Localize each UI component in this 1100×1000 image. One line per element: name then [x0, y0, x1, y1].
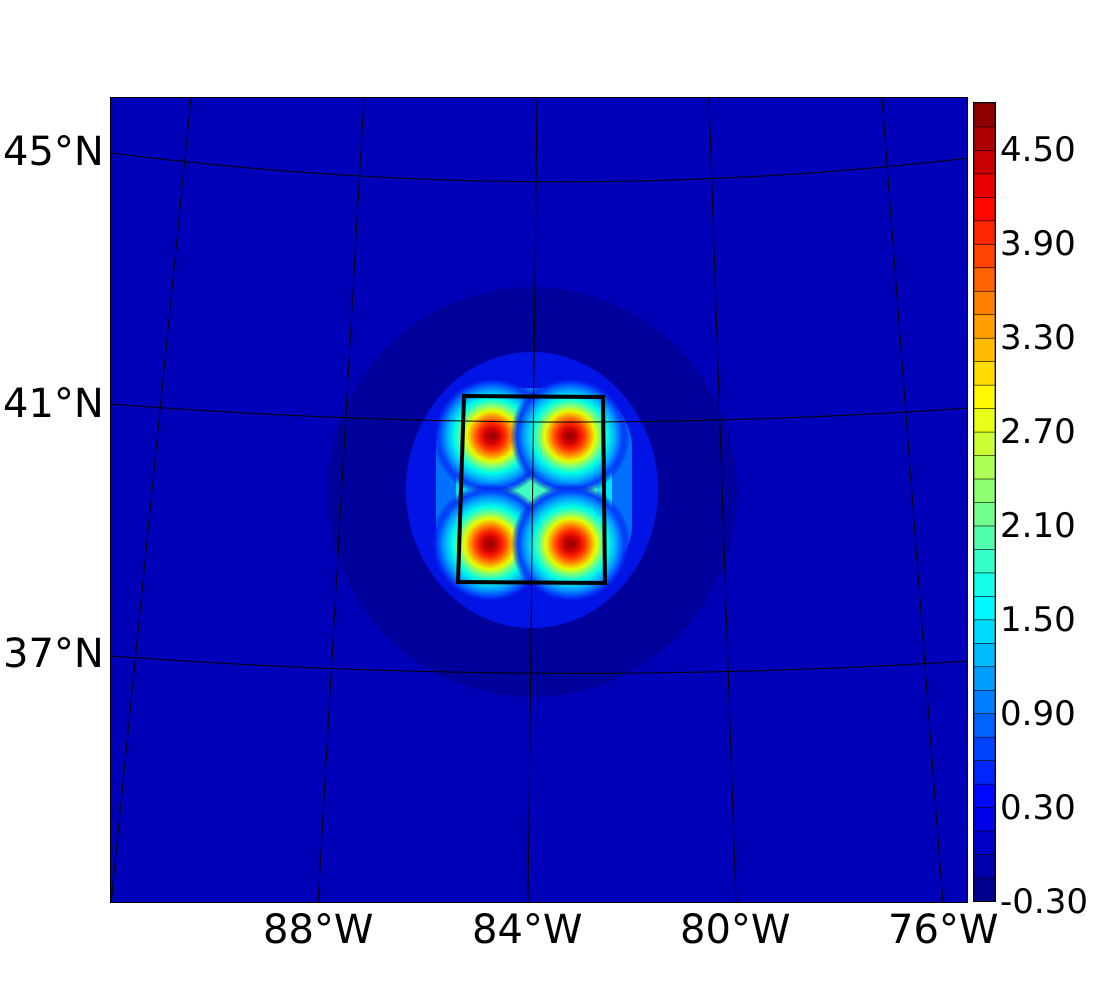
- colorbar-swatch: [973, 572, 996, 597]
- outlined-region: [455, 393, 608, 586]
- colorbar-swatch: [973, 220, 996, 245]
- lon-label-88w: 88°W: [263, 907, 374, 953]
- colorbar-tick-0-30: 0.30: [1000, 788, 1076, 828]
- lat-label-41n: 41°N: [3, 381, 104, 427]
- colorbar-swatch: [973, 266, 996, 292]
- colorbar-tick-2-10: 2.10: [1000, 506, 1076, 546]
- colorbar-swatch: [973, 454, 996, 480]
- meridian-84w: [527, 98, 538, 902]
- colorbar-swatch: [973, 853, 996, 879]
- colorbar-swatch: [973, 830, 996, 855]
- colorbar-swatch: [973, 712, 996, 738]
- colorbar-tick-0-90: 0.90: [1000, 694, 1076, 734]
- map-panel[interactable]: [110, 97, 968, 903]
- meridian-88w: [317, 98, 365, 902]
- colorbar: [973, 102, 996, 902]
- colorbar-swatch: [973, 806, 996, 832]
- meridian-80w: [708, 98, 737, 902]
- contour-map: [111, 98, 967, 902]
- colorbar-swatch: [973, 759, 996, 785]
- meridian-92w: [111, 98, 192, 902]
- colorbar-swatch: [973, 619, 996, 644]
- colorbar-tick-3-30: 3.30: [1000, 318, 1076, 358]
- colorbar-swatch: [973, 478, 996, 503]
- colorbar-tick-3-90: 3.90: [1000, 224, 1076, 264]
- colorbar-swatch: [973, 665, 996, 691]
- colorbar-tick-1-50: 1.50: [1000, 600, 1076, 640]
- meridian-76w: [881, 98, 944, 902]
- colorbar-swatch: [973, 595, 996, 621]
- colorbar-swatch: [973, 548, 996, 574]
- colorbar-swatch: [973, 337, 996, 362]
- colorbar-swatch: [973, 407, 996, 433]
- colorbar-swatch: [973, 877, 996, 902]
- colorbar-swatches: [973, 102, 996, 902]
- parallel-41n: [111, 403, 967, 423]
- peak-northeast: [510, 376, 630, 496]
- colorbar-swatch: [973, 689, 996, 715]
- lat-label-45n: 45°N: [3, 129, 104, 175]
- colorbar-swatch: [973, 360, 996, 386]
- lon-label-84w: 84°W: [472, 907, 583, 953]
- colorbar-swatch: [973, 173, 996, 198]
- parallel-45n: [111, 152, 967, 183]
- colorbar-tick-4-50: 4.50: [1000, 130, 1076, 170]
- colorbar-swatch: [973, 736, 996, 761]
- colorbar-swatch: [973, 196, 996, 222]
- colorbar-tick-2-70: 2.70: [1000, 412, 1076, 452]
- colorbar-swatch: [973, 642, 996, 668]
- colorbar-swatch: [973, 102, 996, 128]
- colorbar-swatch: [973, 313, 996, 339]
- colorbar-swatch: [973, 783, 996, 808]
- colorbar-swatch: [973, 149, 996, 175]
- colorbar-swatch: [973, 431, 996, 456]
- colorbar-swatch: [973, 384, 996, 409]
- parallel-37n: [111, 655, 967, 674]
- lat-label-37n: 37°N: [3, 631, 104, 677]
- colorbar-swatch: [973, 290, 996, 316]
- colorbar-tick-minus-0-30: -0.30: [1000, 882, 1088, 922]
- colorbar-swatch: [973, 501, 996, 527]
- peak-southeast: [511, 484, 631, 604]
- lon-label-76w: 76°W: [888, 907, 999, 953]
- colorbar-swatch: [973, 126, 996, 151]
- colorbar-swatch: [973, 525, 996, 550]
- colorbar-swatch: [973, 243, 996, 269]
- lon-label-80w: 80°W: [680, 907, 791, 953]
- graticule: [111, 98, 967, 902]
